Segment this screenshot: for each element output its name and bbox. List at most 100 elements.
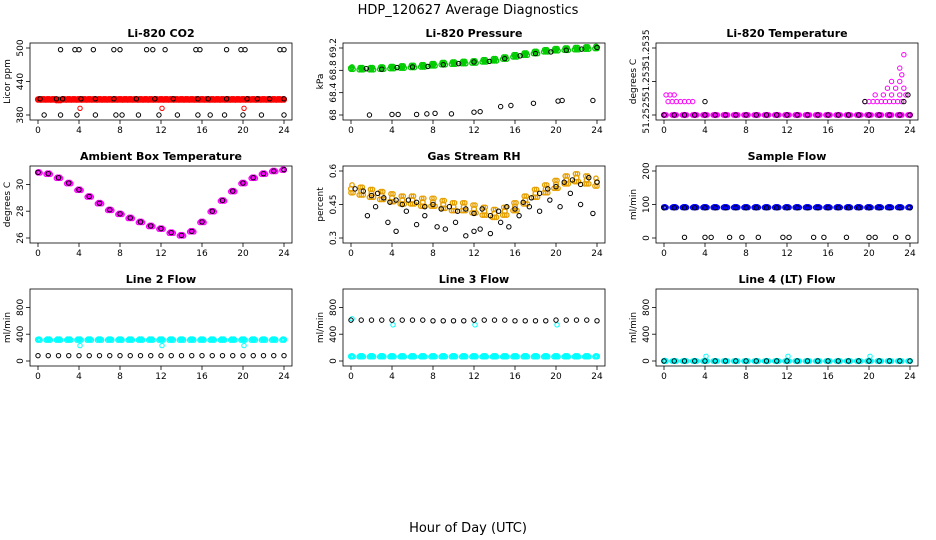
data-point (405, 197, 412, 203)
data-point (429, 61, 437, 68)
series (77, 105, 247, 112)
x-tick-label: 0 (35, 249, 41, 259)
data-point (223, 46, 230, 53)
data-point (567, 190, 574, 197)
y-tick-label: 0.45 (329, 194, 339, 214)
panel-4: Ambient Box Temperature 0 4 8 12 16 20 24 26 28 30… (3, 150, 293, 259)
data-point (804, 358, 811, 364)
data-point (501, 208, 508, 215)
data-point (197, 46, 203, 53)
data-point (159, 105, 165, 112)
y-tick-label: 800 (329, 299, 339, 316)
data-point (363, 65, 370, 72)
y-axis-label: kPa (316, 74, 326, 90)
figure-x-axis-label: Hour of Day (UTC) (409, 521, 527, 536)
data-point (897, 78, 903, 85)
y-axis-label: ml/min (629, 189, 639, 220)
data-point (75, 336, 83, 343)
x-tick-label: 4 (702, 126, 708, 136)
data-point (866, 205, 872, 211)
data-point (219, 352, 226, 359)
data-point (55, 175, 62, 181)
data-point (573, 353, 580, 360)
data-point (530, 100, 537, 106)
data-point (825, 205, 831, 211)
data-point (424, 111, 430, 117)
series (702, 92, 911, 105)
data-point (446, 204, 453, 210)
data-point (260, 352, 267, 359)
data-point (244, 96, 250, 102)
x-tick-label: 16 (822, 372, 834, 382)
data-point (897, 112, 903, 118)
series (347, 170, 601, 221)
data-point (409, 317, 416, 323)
data-point (743, 205, 749, 211)
data-point (886, 358, 893, 364)
y-tick-label: 51.2525 (642, 96, 652, 133)
data-point (388, 64, 396, 71)
data-point (372, 204, 379, 210)
data-point (106, 336, 113, 343)
data-point (517, 53, 523, 59)
data-point (487, 212, 494, 219)
data-point (569, 177, 576, 183)
data-point (856, 205, 862, 211)
data-point (419, 353, 426, 360)
data-point (552, 181, 560, 188)
data-point (358, 188, 365, 195)
data-point (379, 66, 385, 72)
data-point (825, 112, 831, 118)
x-tick-label: 20 (863, 249, 875, 259)
data-point (135, 112, 142, 118)
y-axis-label: ml/min (629, 312, 639, 343)
data-point (358, 353, 365, 360)
data-point (86, 193, 92, 200)
data-point (45, 352, 51, 359)
data-point (671, 112, 677, 118)
data-point (195, 112, 201, 118)
data-point (199, 219, 205, 225)
data-point (722, 112, 729, 118)
x-tick-label: 4 (702, 372, 708, 382)
data-point (528, 195, 535, 201)
data-point (681, 205, 688, 211)
data-point (661, 358, 667, 364)
data-point (743, 358, 749, 364)
x-tick-label: 20 (863, 126, 875, 136)
x-tick-label: 8 (430, 126, 436, 136)
x-tick-label: 4 (76, 249, 82, 259)
x-tick-label: 16 (822, 126, 834, 136)
data-point (542, 353, 549, 360)
data-point (892, 234, 899, 241)
data-point (511, 353, 519, 360)
x-tick-label: 16 (196, 372, 208, 382)
data-point (266, 96, 273, 102)
data-point (455, 60, 462, 67)
data-point (281, 166, 287, 173)
data-point (784, 112, 790, 118)
panel-title: Line 3 Flow (439, 273, 509, 286)
data-point (577, 201, 584, 208)
data-point (368, 192, 375, 199)
series (660, 111, 914, 119)
data-point (148, 223, 154, 229)
data-point (119, 112, 125, 118)
data-point (96, 200, 103, 206)
data-point (92, 112, 99, 118)
data-point (209, 208, 215, 214)
x-tick-label: 12 (468, 372, 479, 382)
data-point (712, 112, 718, 118)
data-point (241, 342, 247, 349)
y-tick-label: 0 (642, 358, 652, 364)
data-point (671, 358, 677, 364)
data-point (491, 353, 498, 360)
data-point (481, 353, 488, 360)
y-tick-label: 0 (642, 235, 652, 241)
data-point (901, 98, 907, 105)
data-point (702, 205, 708, 211)
data-point (137, 219, 144, 225)
